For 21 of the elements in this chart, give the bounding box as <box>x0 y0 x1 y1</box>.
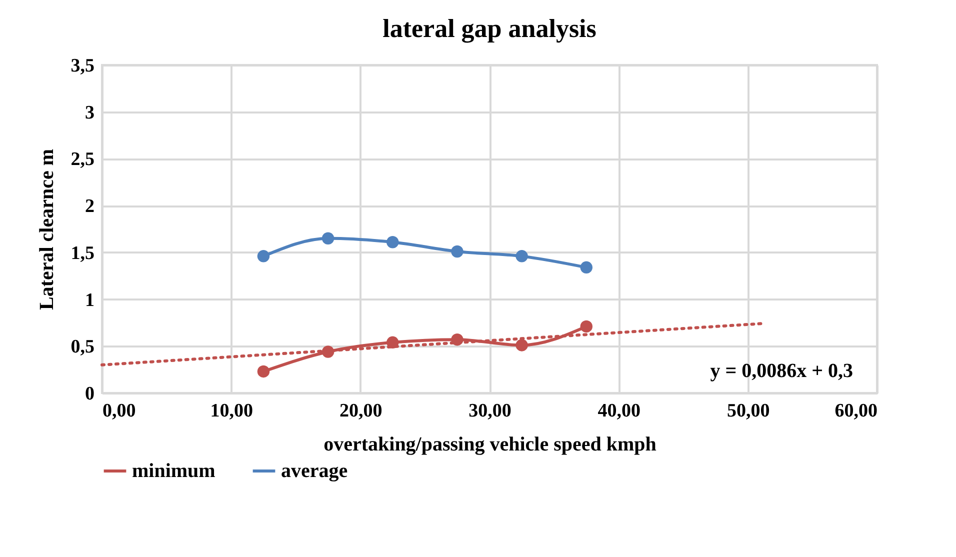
y-tick-label: 2,5 <box>70 149 94 170</box>
y-tick-label: 0 <box>85 384 94 404</box>
x-tick-label: 40,00 <box>598 400 641 422</box>
y-tick-label: 0,5 <box>70 336 94 358</box>
chart-title: lateral gap analysis <box>382 14 596 43</box>
y-tick-label: 1,5 <box>70 242 94 264</box>
x-tick-label: 0,00 <box>102 400 136 422</box>
legend-label: minimum <box>132 460 216 482</box>
y-tick-label: 2 <box>85 196 94 218</box>
x-tick-label: 50,00 <box>726 400 770 422</box>
y-tick-label: 3,5 <box>70 56 94 76</box>
x-axis-title: overtaking/passing vehicle speed kmph <box>324 434 656 456</box>
y-axis-title: Lateral clearnce m <box>36 148 58 310</box>
x-tick-label: 60,00 <box>834 400 878 422</box>
x-tick-label: 20,00 <box>339 400 382 422</box>
x-tick-label: 30,00 <box>468 400 512 422</box>
annotation: y = 0,0086x + 0,3 <box>710 360 853 382</box>
y-tick-label: 1 <box>85 290 94 311</box>
legend-label: average <box>281 460 348 482</box>
x-tick-label: 10,00 <box>210 400 254 422</box>
y-tick-label: 3 <box>85 102 94 124</box>
